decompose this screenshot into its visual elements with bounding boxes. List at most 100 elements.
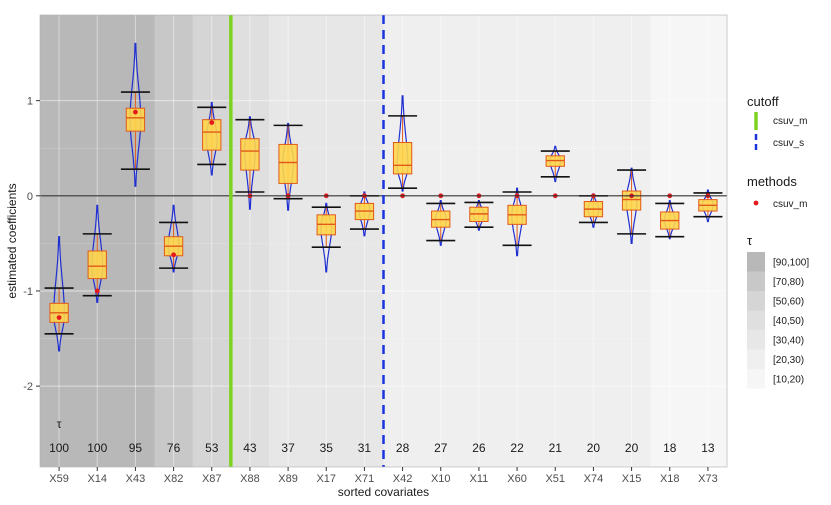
x-tick-label-X51: X51 bbox=[545, 473, 565, 485]
tau-label-X82: 76 bbox=[167, 441, 181, 455]
x-tick-label-X87: X87 bbox=[202, 473, 222, 485]
legend-methods-title: methods bbox=[747, 174, 797, 189]
legend-tau-title: τ bbox=[747, 233, 753, 248]
violin-X17 bbox=[320, 202, 333, 273]
legend-tau-label-1: [70,80) bbox=[773, 277, 804, 288]
y-tick-label: -1 bbox=[23, 286, 33, 298]
violin-X88 bbox=[244, 116, 256, 210]
legend-tau-label-6: [10,20) bbox=[773, 375, 804, 386]
box-X43 bbox=[125, 107, 146, 132]
tau-band-X87 bbox=[192, 15, 232, 467]
tau-band-X73 bbox=[688, 15, 728, 467]
tau-label-X14: 100 bbox=[87, 441, 107, 455]
tau-band-X18 bbox=[650, 15, 690, 467]
point-csuv-m-X59 bbox=[56, 315, 62, 321]
x-tick-label-X18: X18 bbox=[660, 473, 680, 485]
x-tick-label-X88: X88 bbox=[240, 473, 260, 485]
x-tick-label-X74: X74 bbox=[584, 473, 604, 485]
violin-X10 bbox=[434, 200, 447, 246]
legend-tau-key-5 bbox=[747, 349, 765, 369]
legend-methods-csuv-m-label: csuv_m bbox=[773, 199, 807, 210]
legend-tau-label-4: [30,40) bbox=[773, 336, 804, 347]
violin-X51 bbox=[549, 145, 562, 183]
x-tick-label-X14: X14 bbox=[87, 473, 107, 485]
x-tick-label-X59: X59 bbox=[49, 473, 69, 485]
tau-label-X11: 26 bbox=[472, 441, 486, 455]
tau-label-X17: 35 bbox=[320, 441, 334, 455]
tau-label-X87: 53 bbox=[205, 441, 219, 455]
x-tick-label-X82: X82 bbox=[164, 473, 184, 485]
tau-label-X60: 22 bbox=[510, 441, 524, 455]
tau-band-X89 bbox=[269, 15, 308, 467]
legend-tau-key-2 bbox=[747, 291, 765, 311]
x-tick-label-X15: X15 bbox=[622, 473, 642, 485]
box-X42 bbox=[392, 142, 413, 175]
x-tick-label-X11: X11 bbox=[470, 473, 489, 485]
x-tick-label-X60: X60 bbox=[507, 473, 527, 485]
x-axis-title: sorted covariates bbox=[338, 485, 429, 499]
tau-label-X71: 31 bbox=[358, 441, 372, 455]
tau-label-X88: 43 bbox=[243, 441, 257, 455]
legend-cutoff-title: cutoff bbox=[747, 94, 779, 109]
tau-label-X10: 27 bbox=[434, 441, 448, 455]
x-tick-label-X71: X71 bbox=[355, 473, 375, 485]
legend-tau-label-3: [40,50) bbox=[773, 316, 804, 327]
axes: -2 -1 0 1 X59 X14 X43 X82 X87 X88 X89 X17 X71 X42 X10 X… bbox=[5, 14, 728, 499]
y-tick-label: 0 bbox=[27, 191, 33, 203]
tau-band-X42 bbox=[383, 15, 423, 467]
panel-border bbox=[39, 14, 728, 468]
x-tick-label-X10: X10 bbox=[431, 473, 451, 485]
point-csuv-m-X87 bbox=[209, 120, 215, 125]
tau-band-X51 bbox=[536, 15, 575, 467]
legend-tau-key-6 bbox=[747, 369, 765, 389]
point-csuv-m-X14 bbox=[94, 288, 100, 294]
tau-label-X43: 95 bbox=[129, 441, 143, 455]
legend-tau-key-4 bbox=[747, 330, 765, 350]
legend-tau-label-2: [50,60) bbox=[773, 297, 804, 308]
tau-band-X74 bbox=[574, 15, 613, 467]
legend-tau-key-3 bbox=[747, 310, 765, 330]
tau-symbol: τ bbox=[57, 417, 62, 431]
reference-lines bbox=[40, 15, 727, 467]
y-tick-label: -2 bbox=[23, 381, 33, 393]
x-tick-label-X17: X17 bbox=[316, 473, 336, 485]
violin-X43 bbox=[129, 42, 142, 187]
point-csuv-m-X82 bbox=[171, 252, 176, 258]
box-X88 bbox=[240, 138, 260, 171]
tau-band-X88 bbox=[230, 15, 270, 467]
tau-label-X59: 100 bbox=[49, 441, 69, 455]
tau-band-X43 bbox=[116, 15, 155, 467]
legend-methods-csuv-m-key bbox=[753, 200, 759, 206]
violin-X15 bbox=[625, 167, 638, 244]
legend-tau-label-5: [20,30) bbox=[773, 355, 804, 366]
x-tick-label-X89: X89 bbox=[278, 473, 298, 485]
y-axis-title: estimated coefficients bbox=[5, 183, 19, 298]
tau-label-X89: 37 bbox=[281, 441, 295, 455]
tau-label-X42: 28 bbox=[396, 441, 410, 455]
tau-band-X71 bbox=[345, 15, 384, 467]
point-csuv-m-X43 bbox=[133, 109, 138, 115]
tau-label-X15: 20 bbox=[625, 441, 639, 455]
boxplots bbox=[44, 91, 723, 335]
legend-cutoff-csuv-m-label: csuv_m bbox=[773, 116, 807, 127]
violin-X60 bbox=[511, 187, 524, 257]
legend-tau-key-1 bbox=[747, 271, 765, 291]
tau-label-X18: 18 bbox=[663, 441, 677, 455]
tau-labels: τ 100 100 95 76 53 43 37 35 31 28 27 26 22 21 20 20 18 13 bbox=[49, 417, 715, 455]
box-X89 bbox=[278, 143, 298, 184]
box-X14 bbox=[87, 250, 107, 280]
tau-label-X51: 21 bbox=[549, 441, 563, 455]
tau-band-X11 bbox=[459, 15, 499, 467]
legend-cutoff-csuv-s-label: csuv_s bbox=[773, 138, 804, 149]
y-tick-label: 1 bbox=[27, 96, 33, 108]
x-tick-label-X73: X73 bbox=[698, 473, 718, 485]
x-tick-label-X43: X43 bbox=[126, 473, 146, 485]
legend-tau-key-0 bbox=[747, 252, 765, 272]
tau-label-X74: 20 bbox=[587, 441, 601, 455]
legend-tau-label-0: [90,100] bbox=[773, 258, 809, 269]
violin-X71 bbox=[358, 191, 371, 237]
tau-label-X73: 13 bbox=[701, 441, 715, 455]
x-tick-label-X42: X42 bbox=[393, 473, 413, 485]
